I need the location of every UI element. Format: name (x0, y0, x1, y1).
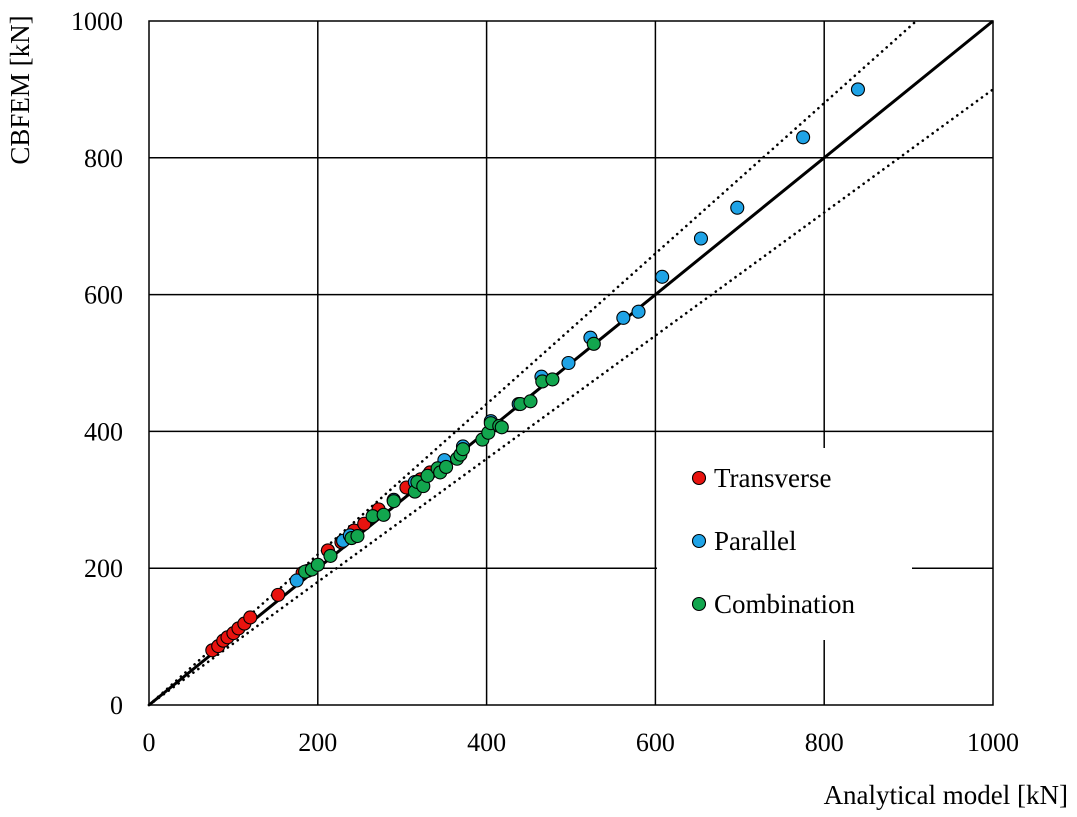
x-tick-label-2: 400 (467, 728, 506, 757)
y-tick-label-1: 200 (84, 554, 123, 583)
gridlines (149, 21, 993, 705)
x-tick-label-1: 200 (298, 728, 337, 757)
legend-label-transverse: Transverse (714, 463, 832, 493)
plot-area-border (148, 20, 994, 706)
point-combination-8 (386, 494, 401, 509)
point-parallel-11 (561, 355, 576, 371)
point-combination-28 (586, 336, 601, 351)
x-axis-title: Analytical model [kN] (824, 780, 1068, 810)
point-combination-5 (350, 529, 365, 544)
point-parallel-19 (850, 82, 866, 97)
y-tick-label-3: 600 (84, 281, 123, 310)
x-tick-label-0: 0 (143, 728, 156, 757)
point-parallel-0 (289, 573, 304, 588)
y-tick-label-5: 1000 (71, 7, 123, 36)
x-tick-label-3: 600 (636, 728, 675, 757)
y-tick-label-4: 800 (84, 144, 123, 173)
legend: Transverse Parallel Combination (657, 448, 912, 640)
point-parallel-13 (616, 310, 631, 325)
point-parallel-15 (655, 269, 670, 284)
point-transverse-7 (243, 610, 258, 625)
x-tick-label-5: 1000 (967, 728, 1019, 757)
point-combination-27 (545, 372, 560, 387)
point-parallel-16 (693, 231, 709, 246)
point-combination-3 (323, 548, 338, 563)
x-axis-ticks: 0 200 400 600 800 1000 (143, 728, 1020, 757)
legend-label-parallel: Parallel (714, 526, 796, 556)
x-tick-label-4: 800 (805, 728, 844, 757)
point-combination-25 (523, 394, 538, 409)
y-axis-ticks: 0 200 400 600 800 1000 (71, 7, 123, 720)
y-axis-title: CBFEM [kN] (5, 15, 35, 164)
point-combination-2 (310, 557, 325, 572)
legend-label-combination: Combination (714, 589, 855, 619)
point-parallel-18 (796, 130, 811, 145)
legend-marker-parallel (691, 533, 707, 549)
point-parallel-14 (631, 304, 646, 319)
y-tick-label-2: 400 (84, 417, 123, 446)
y-tick-label-0: 0 (110, 691, 123, 720)
point-transverse-8 (271, 587, 286, 602)
point-parallel-17 (730, 200, 745, 215)
legend-marker-combination (691, 596, 707, 612)
point-combination-23 (494, 420, 509, 435)
point-combination-18 (455, 442, 471, 457)
point-combination-15 (439, 459, 454, 475)
data-points (205, 82, 866, 658)
legend-marker-transverse (691, 470, 707, 486)
point-combination-7 (376, 507, 391, 522)
